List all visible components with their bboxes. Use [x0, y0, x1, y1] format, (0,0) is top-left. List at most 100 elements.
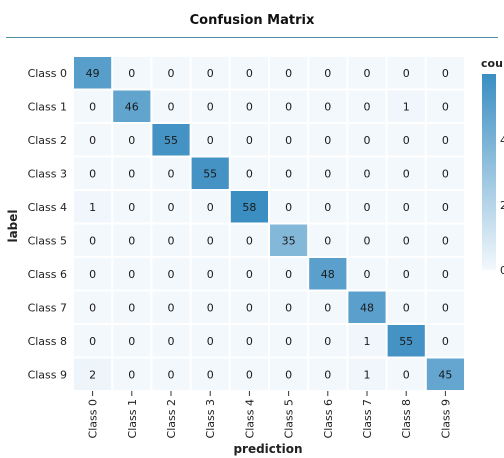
y-tick-label: Class 6: [28, 268, 67, 281]
heatmap-cell: [270, 358, 308, 390]
cell-value-label: 0: [364, 67, 371, 80]
cell-value-label: 0: [246, 335, 253, 348]
legend-tick-label: 0: [500, 264, 504, 277]
cell-value-label: 0: [168, 268, 175, 281]
heatmap-cell: [74, 224, 112, 256]
heatmap-cell: [309, 258, 347, 290]
heatmap-cell: [74, 258, 112, 290]
y-tick-label: Class 1: [28, 100, 67, 113]
heatmap-cell: [426, 258, 464, 290]
cell-value-label: 0: [89, 134, 96, 147]
cell-value-label: 0: [442, 268, 449, 281]
x-tick-label: Class 0: [87, 399, 100, 438]
cell-value-label: 46: [125, 100, 139, 113]
heatmap-cell: [348, 291, 386, 323]
heatmap-cell: [152, 358, 190, 390]
cell-value-label: 0: [128, 201, 135, 214]
cell-value-label: 55: [399, 335, 413, 348]
cell-value-label: 2: [89, 368, 96, 381]
heatmap-cell: [113, 90, 151, 122]
cell-value-label: 0: [168, 368, 175, 381]
heatmap-cell: [309, 325, 347, 357]
heatmap-cell: [191, 325, 229, 357]
cell-value-label: 0: [324, 167, 331, 180]
y-tick-label: Class 2: [28, 134, 67, 147]
cell-value-label: 0: [403, 368, 410, 381]
cell-value-label: 0: [128, 335, 135, 348]
x-tick-label: Class 1: [126, 399, 139, 438]
y-tick-label: Class 9: [28, 368, 67, 381]
y-tick-label: Class 7: [28, 301, 67, 314]
y-tick-label: Class 3: [28, 167, 67, 180]
heatmap-cell: [230, 358, 268, 390]
cell-value-label: 0: [324, 67, 331, 80]
heatmap-cell: [74, 157, 112, 189]
heatmap-cell: [387, 157, 425, 189]
heatmap-cell: [348, 157, 386, 189]
heatmap-cell: [191, 90, 229, 122]
heatmap-cell: [152, 224, 190, 256]
cell-value-label: 0: [89, 335, 96, 348]
cell-value-label: 0: [89, 301, 96, 314]
cell-value-label: 0: [324, 234, 331, 247]
cell-value-label: 0: [403, 234, 410, 247]
cell-value-label: 0: [89, 234, 96, 247]
heatmap-cell: [426, 157, 464, 189]
heatmap-cell: [348, 224, 386, 256]
cell-value-label: 0: [128, 234, 135, 247]
cell-value-label: 0: [403, 167, 410, 180]
heatmap-cell: [387, 191, 425, 223]
cell-value-label: 0: [207, 301, 214, 314]
heatmap-cell: [387, 325, 425, 357]
cell-value-label: 0: [403, 268, 410, 281]
cell-value-label: 0: [207, 201, 214, 214]
heatmap-cell: [309, 90, 347, 122]
heatmap-cell: [74, 191, 112, 223]
legend-tick-labels: 4 2 0: [500, 134, 504, 277]
cell-value-label: 1: [403, 100, 410, 113]
heatmap-cell: [309, 157, 347, 189]
cell-value-label: 1: [364, 335, 371, 348]
heatmap-cell: [387, 224, 425, 256]
heatmap-cell: [230, 325, 268, 357]
legend-title: cou: [481, 57, 503, 70]
y-tick-label: Class 5: [28, 234, 67, 247]
heatmap-cell: [426, 325, 464, 357]
x-tick-label: Class 7: [361, 399, 374, 438]
x-tick-label: Class 4: [243, 399, 256, 438]
heatmap-cell: [113, 124, 151, 156]
y-tick-labels: Class 0 Class 1 Class 2 Class 3 Class 4 Class…: [28, 67, 67, 382]
heatmap-cell: [74, 325, 112, 357]
cell-value-label: 0: [285, 100, 292, 113]
heatmap-cell: [113, 191, 151, 223]
cell-value-label: 0: [442, 234, 449, 247]
legend-tick-label: 4: [500, 134, 504, 147]
heatmap-cell: [270, 325, 308, 357]
heatmap-cell: [113, 358, 151, 390]
heatmap-cell: [426, 358, 464, 390]
x-tick-labels: Class 0 Class 1 Class 2 Class 3 Class 4 Class…: [87, 391, 452, 438]
cell-value-label: 0: [246, 234, 253, 247]
cell-value-label: 0: [89, 268, 96, 281]
cell-value-label: 0: [128, 368, 135, 381]
cell-value-label: 0: [207, 234, 214, 247]
heatmap-cell: [387, 358, 425, 390]
heatmap-cell: [74, 291, 112, 323]
heatmap-cell: [230, 224, 268, 256]
cell-value-label: 0: [89, 100, 96, 113]
heatmap-cell: [270, 157, 308, 189]
heatmap-cell: [74, 90, 112, 122]
cell-value-label: 0: [168, 234, 175, 247]
cell-value-label: 0: [128, 167, 135, 180]
heatmap-cell: [113, 224, 151, 256]
heatmap-cell: [426, 90, 464, 122]
heatmap-cell: [270, 57, 308, 89]
heatmap-cell: [426, 191, 464, 223]
cell-value-label: 0: [403, 301, 410, 314]
cell-value-label: 35: [282, 234, 296, 247]
heatmap-cell: [152, 90, 190, 122]
heatmap-cell: [191, 124, 229, 156]
heatmap-cell: [152, 258, 190, 290]
heatmap-cell: [387, 291, 425, 323]
cell-value-label: 48: [360, 301, 374, 314]
